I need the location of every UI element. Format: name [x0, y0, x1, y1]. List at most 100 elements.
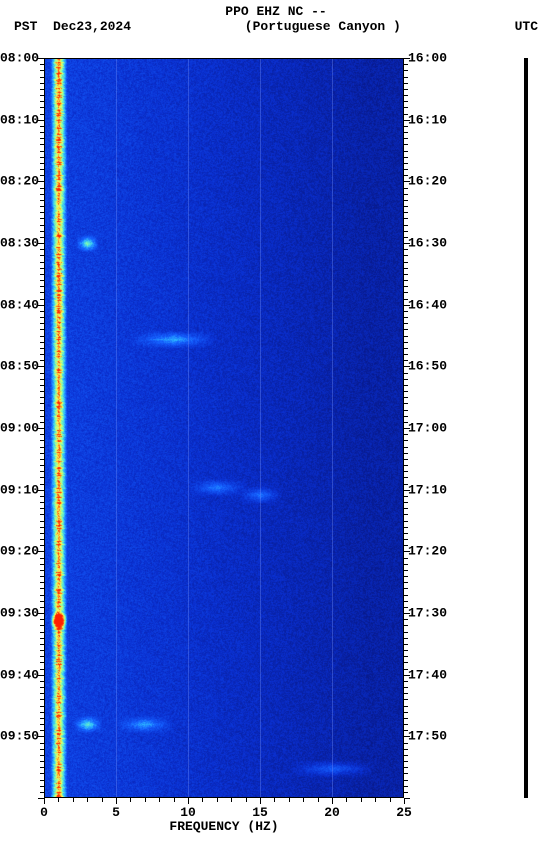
ytick-right-minor: [404, 212, 408, 213]
ytick-right-minor: [404, 527, 408, 528]
ytick-right-minor: [404, 699, 408, 700]
spectrogram-canvas: [44, 58, 404, 798]
ytick-right-minor: [404, 348, 408, 349]
ytick-right-minor: [404, 200, 408, 201]
ytick-right-minor: [404, 169, 408, 170]
ytick-right-minor: [404, 206, 408, 207]
ytick-right-minor: [404, 508, 408, 509]
ytick-label-left: 08:40: [0, 297, 40, 312]
ytick-label-right: 17:30: [408, 606, 450, 621]
ytick-right-minor: [404, 132, 408, 133]
ytick-right-minor: [404, 576, 408, 577]
xtick-minor: [361, 798, 362, 802]
ytick-label-left: 09:50: [0, 729, 40, 744]
ytick-right-minor: [404, 151, 408, 152]
ytick-right-minor: [404, 397, 408, 398]
ytick-right-minor: [404, 268, 408, 269]
xtick-minor: [130, 798, 131, 802]
axis-left: [44, 58, 45, 798]
ytick-label-right: 17:40: [408, 667, 450, 682]
ytick-label-right: 17:50: [408, 729, 450, 744]
xtick-minor: [87, 798, 88, 802]
ytick-right-minor: [404, 218, 408, 219]
ytick-right-minor: [404, 101, 408, 102]
ytick-right-minor: [404, 95, 408, 96]
xtick-label: 0: [40, 805, 48, 820]
ytick-right-minor: [404, 792, 408, 793]
ytick-right-minor: [404, 440, 408, 441]
ytick-right-minor: [404, 89, 408, 90]
xtick-minor: [274, 798, 275, 802]
gridline-v: [188, 58, 189, 798]
xtick-minor: [318, 798, 319, 802]
ytick-label-left: 09:00: [0, 421, 40, 436]
xtick: [44, 798, 45, 804]
xtick-label: 5: [112, 805, 120, 820]
ytick-right-minor: [404, 595, 408, 596]
xtick-label: 25: [396, 805, 412, 820]
axis-bottom: [44, 797, 404, 798]
ytick-label-left: 08:30: [0, 236, 40, 251]
ytick-right-minor: [404, 502, 408, 503]
gridline-v: [260, 58, 261, 798]
ytick-right-minor: [404, 706, 408, 707]
ytick-right-minor: [404, 718, 408, 719]
ytick-label-left: 09:40: [0, 667, 40, 682]
ytick-right-minor: [404, 274, 408, 275]
xtick-minor: [102, 798, 103, 802]
ytick-right-minor: [404, 477, 408, 478]
x-axis-title: FREQUENCY (HZ): [169, 819, 278, 834]
tz-right: UTC: [515, 19, 538, 34]
ytick-right-minor: [404, 780, 408, 781]
ytick-right-minor: [404, 712, 408, 713]
ytick-right-minor: [404, 471, 408, 472]
ytick-label-left: 08:10: [0, 112, 40, 127]
ytick-right-minor: [404, 650, 408, 651]
ytick-label-left: 09:30: [0, 606, 40, 621]
xtick-minor: [159, 798, 160, 802]
ytick-label-right: 16:00: [408, 51, 450, 66]
ytick-right-minor: [404, 773, 408, 774]
ytick-right-minor: [404, 570, 408, 571]
ytick-right-minor: [404, 286, 408, 287]
ytick-label-right: 16:30: [408, 236, 450, 251]
ytick-right-minor: [404, 644, 408, 645]
ytick-right-minor: [404, 447, 408, 448]
ytick-right-minor: [404, 521, 408, 522]
ytick-right-minor: [404, 403, 408, 404]
xtick-minor: [375, 798, 376, 802]
ytick-right-minor: [404, 280, 408, 281]
ytick-label-right: 16:40: [408, 297, 450, 312]
ytick-right-minor: [404, 632, 408, 633]
ytick-right-minor: [404, 564, 408, 565]
ytick-right-minor: [404, 336, 408, 337]
ytick-right-minor: [404, 262, 408, 263]
xtick-label: 20: [324, 805, 340, 820]
xtick-label: 15: [252, 805, 268, 820]
header-line2: PST Dec23,2024 (Portuguese Canyon ) UTC: [0, 19, 552, 34]
ytick-right-minor: [404, 231, 408, 232]
ytick-right-minor: [404, 157, 408, 158]
ytick-right-minor: [404, 582, 408, 583]
ytick-label-right: 17:00: [408, 421, 450, 436]
ytick-right-minor: [404, 144, 408, 145]
ytick-right-minor: [404, 83, 408, 84]
xtick-minor: [346, 798, 347, 802]
ytick-right-minor: [404, 323, 408, 324]
ytick-right-minor: [404, 292, 408, 293]
ytick-right-minor: [404, 761, 408, 762]
ytick-label-left: 09:10: [0, 482, 40, 497]
ytick-right-minor: [404, 749, 408, 750]
spectrogram-chart: 051015202508:0008:1008:2008:3008:4008:50…: [44, 58, 404, 798]
ytick-right-minor: [404, 601, 408, 602]
xtick-minor: [174, 798, 175, 802]
ytick-right-minor: [404, 410, 408, 411]
ytick-right-minor: [404, 514, 408, 515]
ytick-right-minor: [404, 385, 408, 386]
xtick: [332, 798, 333, 804]
ytick-right-minor: [404, 533, 408, 534]
ytick-right-minor: [404, 255, 408, 256]
ytick-right-minor: [404, 354, 408, 355]
xtick-minor: [58, 798, 59, 802]
xtick-minor: [73, 798, 74, 802]
